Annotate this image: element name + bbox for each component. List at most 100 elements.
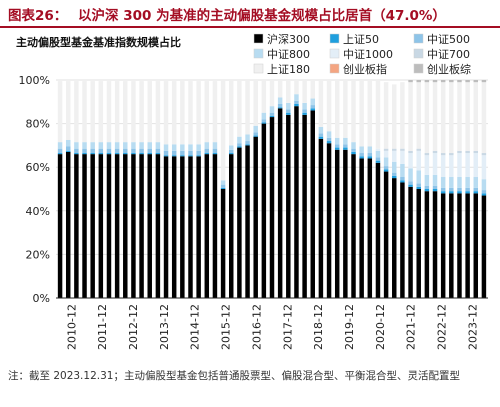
legend-label-6: 上证180 bbox=[267, 63, 310, 76]
bar-segment bbox=[473, 193, 479, 298]
bar-segment bbox=[432, 191, 438, 298]
bar-segment bbox=[269, 115, 275, 118]
bar-segment bbox=[302, 112, 307, 115]
bar-segment bbox=[449, 191, 454, 194]
legend-label-1: 上证50 bbox=[343, 33, 379, 46]
bar-segment bbox=[343, 137, 348, 145]
bar-segment bbox=[351, 80, 356, 143]
bar-segment bbox=[245, 134, 250, 142]
bar-segment bbox=[188, 144, 193, 151]
legend-label-7: 创业板指 bbox=[343, 62, 387, 76]
bar-segment bbox=[277, 108, 283, 298]
bar-segment bbox=[237, 147, 242, 298]
bar-segment bbox=[188, 156, 193, 298]
legend-swatch-2 bbox=[413, 33, 424, 44]
bar-segment bbox=[383, 169, 389, 172]
bar-segment bbox=[465, 177, 470, 188]
bar-segment bbox=[237, 136, 242, 144]
bar-segment bbox=[220, 189, 226, 298]
legend-label-2: 中证500 bbox=[427, 33, 470, 46]
bar-segment bbox=[131, 142, 136, 149]
bar-segment bbox=[367, 156, 373, 159]
bar-segment bbox=[343, 80, 348, 138]
bar-segment bbox=[212, 153, 218, 155]
bar-segment bbox=[408, 184, 413, 187]
bar-segment bbox=[171, 155, 177, 157]
bar-segment bbox=[196, 156, 201, 298]
bar-segment bbox=[131, 153, 136, 155]
bar-segment bbox=[334, 147, 340, 150]
x-tick-label: 2019-12 bbox=[343, 304, 356, 350]
bar-segment bbox=[286, 112, 291, 115]
bar-segment bbox=[383, 166, 389, 170]
legend-swatch-5 bbox=[413, 48, 424, 59]
bar-segment bbox=[432, 150, 438, 154]
bar-segment bbox=[375, 150, 381, 158]
bar-segment bbox=[261, 80, 267, 113]
bar-segment bbox=[220, 187, 226, 189]
bar-segment bbox=[269, 112, 275, 116]
bar-segment bbox=[163, 150, 169, 156]
bar-segment bbox=[220, 80, 226, 181]
bar-segment bbox=[147, 153, 152, 155]
bar-segment bbox=[204, 142, 210, 149]
bar-segment bbox=[408, 168, 413, 182]
bar-segment bbox=[212, 154, 218, 298]
bar-segment bbox=[408, 80, 413, 83]
bar-segment bbox=[229, 154, 234, 298]
bar-segment bbox=[473, 187, 479, 192]
bar-segment bbox=[196, 155, 201, 157]
bar-segment bbox=[424, 174, 430, 186]
bar-segment bbox=[310, 105, 315, 109]
bar-segment bbox=[318, 138, 324, 298]
legend-swatch-0 bbox=[253, 33, 264, 44]
bar-segment bbox=[326, 80, 332, 132]
bar-segment bbox=[457, 191, 462, 194]
bar-segment bbox=[155, 142, 161, 149]
bar-segment bbox=[465, 82, 470, 151]
bar-segment bbox=[204, 81, 210, 143]
bar-segment bbox=[449, 153, 454, 156]
bar-segment bbox=[74, 154, 79, 298]
bar-segment bbox=[131, 81, 136, 143]
bar-segment bbox=[57, 153, 63, 155]
bar-segment bbox=[383, 150, 389, 158]
x-tick-label: 2020-12 bbox=[374, 304, 387, 350]
bar-segment bbox=[261, 122, 267, 124]
bar-segment bbox=[155, 154, 161, 298]
bar-segment bbox=[65, 150, 71, 152]
legend-swatch-7 bbox=[329, 63, 340, 74]
bar-segment bbox=[253, 135, 258, 137]
x-tick-label: 2018-12 bbox=[312, 304, 325, 350]
bar-segment bbox=[147, 142, 152, 149]
bar-segment bbox=[212, 148, 218, 154]
bar-segment bbox=[220, 184, 226, 188]
bar-segment bbox=[343, 144, 348, 148]
bar-segment bbox=[163, 81, 169, 145]
chart-legend: 沪深300 上证50 中证500 中证800 中证1000 中证700 上证180 创业板指 创… bbox=[253, 32, 471, 76]
stacked-bar-chart: 主动偏股型基金基准指数规模占比 沪深300 上证50 中证500 中证800 中证100… bbox=[16, 32, 488, 350]
bar-segment bbox=[277, 103, 283, 108]
bar-segment bbox=[416, 183, 421, 187]
x-tick-label: 2010-12 bbox=[65, 304, 78, 350]
bar-segment bbox=[449, 193, 454, 298]
bar-segment bbox=[82, 148, 87, 154]
bar-segment bbox=[359, 146, 364, 154]
bar-segment bbox=[237, 143, 242, 147]
bar-segment bbox=[98, 148, 104, 154]
bar-segment bbox=[294, 100, 299, 104]
x-tick-label: 2017-12 bbox=[281, 304, 294, 350]
bar-segment bbox=[367, 158, 373, 298]
bar-segment bbox=[367, 146, 373, 154]
bar-segment bbox=[481, 82, 487, 154]
bar-segment bbox=[277, 97, 283, 104]
bar-segment bbox=[237, 80, 242, 137]
legend-swatch-3 bbox=[253, 48, 264, 59]
bar-segment bbox=[351, 154, 356, 298]
bar-segment bbox=[155, 148, 161, 154]
bar-segment bbox=[82, 81, 87, 143]
bar-segment bbox=[196, 81, 201, 145]
bar-segment bbox=[294, 106, 299, 298]
bar-segment bbox=[147, 81, 152, 143]
bar-segment bbox=[155, 153, 161, 155]
